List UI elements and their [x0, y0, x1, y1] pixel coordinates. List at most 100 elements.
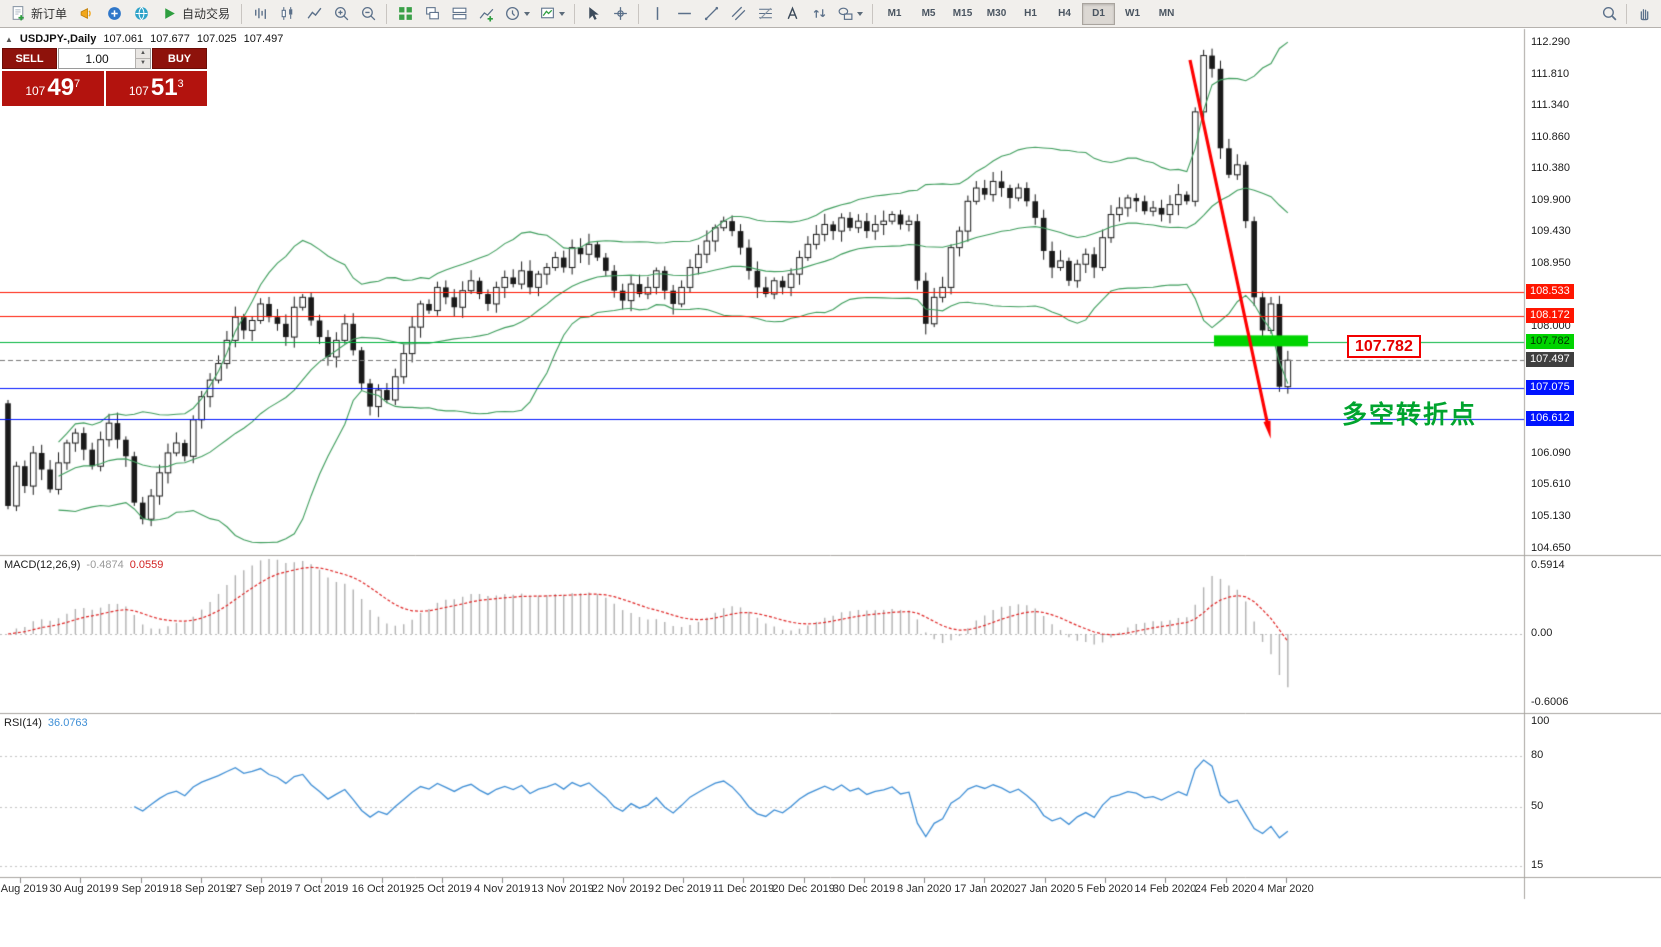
zoom-in-icon: [334, 7, 348, 21]
cascade-windows-button[interactable]: [419, 2, 445, 26]
cascade-windows-icon: [425, 7, 439, 20]
rsi-scale: 100 80 50 15: [1525, 0, 1660, 947]
rsi-value: 36.0763: [47, 717, 88, 729]
text-tool-button[interactable]: [779, 2, 805, 26]
main-toolbar: 新订单 自动交易: [0, 0, 1661, 28]
rsi-tick: 80: [1531, 748, 1544, 761]
timeframe-h1-button[interactable]: H1: [1024, 8, 1037, 19]
announcement-button[interactable]: [74, 2, 100, 26]
buy-button[interactable]: BUY: [152, 48, 207, 69]
timeframe-group: M1 M5 M15 M30 H1 H4 D1 W1 MN: [878, 2, 1183, 25]
hand-icon: [1640, 9, 1648, 21]
candlestick-chart-button[interactable]: [274, 2, 300, 26]
chevron-down-icon: [524, 11, 531, 16]
crosshair-button[interactable]: [607, 2, 633, 26]
fibonacci-button[interactable]: [752, 2, 778, 26]
sell-price-button[interactable]: 107 49 7: [2, 71, 104, 106]
timeframe-d1-button[interactable]: D1: [1082, 2, 1116, 25]
collapse-panel-icon[interactable]: ▲: [5, 34, 13, 44]
periods-button[interactable]: [500, 2, 534, 26]
indicators-button[interactable]: [473, 2, 499, 26]
text-icon: [787, 6, 797, 20]
indicators-icon: [479, 8, 493, 22]
macd-scale: 0.5914 0.00 -0.6006: [1525, 0, 1660, 947]
channel-button[interactable]: [725, 2, 751, 26]
zoom-out-button[interactable]: [355, 2, 381, 26]
bar-chart-button[interactable]: [247, 2, 273, 26]
new-order-button[interactable]: 新订单: [4, 2, 73, 26]
line-chart-button[interactable]: [301, 2, 327, 26]
rsi-tick: 100: [1531, 715, 1550, 727]
price-tick: 109.430: [1531, 225, 1571, 238]
price-tick: 110.860: [1531, 130, 1570, 143]
date-label: 9 Sep 2019: [112, 883, 169, 895]
crosshair-icon: [613, 7, 627, 20]
tile-windows-icon: [398, 7, 412, 20]
trendline-icon: [704, 6, 718, 21]
symbol-title: USDJPY-,Daily: [19, 33, 97, 45]
templates-button[interactable]: [535, 2, 569, 26]
sell-price-prefix: 107: [25, 84, 46, 98]
community-icon: [107, 7, 121, 20]
macd-tick: 0.00: [1531, 627, 1553, 639]
price-tick: 108.000: [1531, 320, 1571, 333]
shapes-button[interactable]: [833, 2, 867, 26]
timeframe-w1-button[interactable]: W1: [1125, 8, 1141, 19]
autotrading-button[interactable]: 自动交易: [155, 2, 236, 26]
timeframe-h4-button[interactable]: H4: [1058, 8, 1071, 19]
vertical-line-button[interactable]: [644, 2, 670, 26]
tile-horizontal-icon: [452, 7, 466, 20]
price-level-badge: 108.533: [1526, 283, 1574, 299]
date-label: 4 Nov 2019: [474, 883, 531, 895]
zoom-in-button[interactable]: [328, 2, 354, 26]
tile-windows-button[interactable]: [392, 2, 418, 26]
timeframe-m1-button[interactable]: M1: [887, 8, 902, 19]
market-button[interactable]: [128, 2, 154, 26]
one-click-trading-panel: SELL ▲ ▼ BUY 107 49 7 107 51 3: [2, 48, 207, 106]
volume-down-icon[interactable]: ▼: [136, 59, 150, 68]
sell-price-sup: 7: [74, 78, 81, 90]
chevron-down-icon: [559, 11, 566, 16]
date-label: 30 Dec 2019: [832, 883, 896, 895]
price-tick: 105.130: [1531, 510, 1571, 523]
ohlc-low: 107.025: [196, 33, 237, 45]
toolbar-separator: [638, 3, 640, 24]
toolbar-separator: [872, 3, 874, 24]
macd-name: MACD(12,26,9): [4, 559, 81, 571]
volume-box: ▲ ▼: [58, 48, 151, 69]
fibonacci-icon: [758, 7, 772, 20]
price-axis[interactable]: 112.290 111.810 111.340 110.860 110.380 109.9…: [1525, 0, 1660, 947]
shapes-icon: [838, 7, 853, 20]
autotrading-play-icon: [165, 8, 175, 19]
volume-stepper: ▲ ▼: [135, 49, 150, 68]
buy-price-button[interactable]: 107 51 3: [105, 71, 207, 106]
search-button[interactable]: [1596, 2, 1622, 26]
autotrading-label: 自动交易: [182, 7, 231, 21]
tile-horizontal-button[interactable]: [446, 2, 472, 26]
timeframe-mn-button[interactable]: MN: [1158, 8, 1175, 19]
community-button[interactable]: [101, 2, 127, 26]
cursor-button[interactable]: [580, 2, 606, 26]
timeframe-m15-button[interactable]: M15: [952, 8, 973, 19]
toolbar-separator: [241, 3, 243, 24]
date-label: 13 Nov 2019: [531, 883, 594, 895]
buy-price-prefix: 107: [128, 84, 149, 98]
volume-input[interactable]: [59, 49, 135, 68]
timeframe-m5-button[interactable]: M5: [921, 8, 936, 19]
timeframe-m30-button[interactable]: M30: [986, 8, 1007, 19]
sell-price-big: 49: [47, 74, 75, 101]
volume-up-icon[interactable]: ▲: [136, 49, 150, 59]
price-level-badge: 106.612: [1526, 411, 1574, 427]
price-tick: 110.380: [1531, 162, 1570, 175]
date-label: 18 Sep 2019: [169, 883, 233, 895]
macd-value: -0.4874: [86, 559, 124, 571]
sell-button[interactable]: SELL: [2, 48, 57, 69]
template-icon: [541, 7, 554, 19]
trendline-button[interactable]: [698, 2, 724, 26]
arrows-tool-button[interactable]: [806, 2, 832, 26]
horizontal-line-button[interactable]: [671, 2, 697, 26]
pan-button[interactable]: [1631, 2, 1657, 26]
price-tick: 106.090: [1531, 446, 1571, 459]
